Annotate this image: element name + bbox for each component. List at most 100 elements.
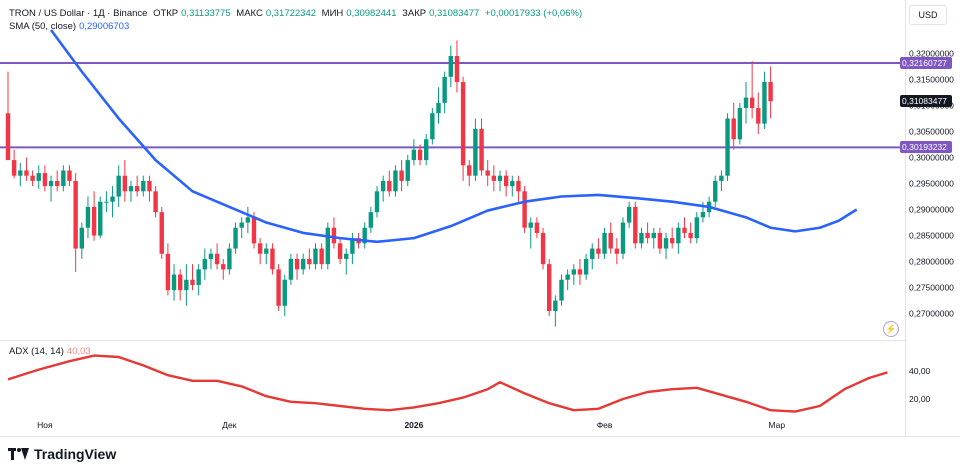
candle — [602, 227, 607, 259]
candle — [5, 71, 11, 161]
candle — [497, 170, 503, 192]
candle — [294, 253, 300, 280]
legend-sma[interactable]: SMA (50, close) 0,29006703 — [9, 21, 132, 32]
candle-body — [700, 212, 706, 218]
price-tick-label: 0,30500000 — [909, 126, 954, 136]
candle-body — [122, 175, 128, 192]
candle-body — [165, 253, 171, 291]
candle-body — [91, 206, 97, 236]
low-label: МИН — [321, 8, 344, 19]
candle — [768, 66, 773, 119]
candle — [190, 264, 195, 291]
close-value: 0,31083477 — [429, 8, 480, 19]
candle — [442, 71, 447, 114]
adx-tick-label: 40,00 — [909, 366, 931, 376]
candle-body — [553, 300, 558, 311]
time-tick-label: Фев — [597, 420, 613, 430]
candle — [73, 173, 78, 272]
lightning-icon[interactable]: ⚡ — [883, 321, 899, 337]
candle — [24, 157, 29, 181]
candle — [307, 248, 312, 270]
candle-body — [227, 248, 232, 270]
candle — [460, 76, 466, 181]
candle — [553, 295, 558, 327]
candle-body — [405, 160, 410, 181]
candle — [430, 108, 435, 145]
candle-body — [608, 232, 613, 249]
candle — [479, 118, 484, 176]
tradingview-logo-icon — [8, 448, 30, 460]
candle — [18, 162, 23, 187]
candle — [454, 40, 460, 93]
candle — [257, 238, 263, 265]
candles — [5, 40, 773, 327]
candle — [516, 175, 521, 202]
candle-body — [350, 238, 355, 254]
legend-adx[interactable]: ADX (14, 14) 40,03 — [9, 346, 94, 357]
candle — [547, 258, 552, 317]
candle — [731, 102, 736, 150]
candle — [325, 222, 330, 270]
price-tick-label: 0,30000000 — [909, 152, 954, 162]
candle — [749, 61, 755, 119]
price-tick-label: 0,29500000 — [909, 179, 954, 189]
symbol-title[interactable]: TRON / US Dollar · 1Д · Binance — [9, 8, 148, 19]
candle-body — [344, 253, 349, 259]
candle — [534, 217, 540, 239]
candle-body — [534, 222, 540, 233]
candle — [503, 170, 509, 197]
candle-body — [749, 97, 755, 109]
time-tick-label: Мар — [768, 420, 785, 430]
candle-body — [233, 227, 238, 249]
candle-body — [768, 82, 773, 102]
candle-body — [196, 269, 201, 285]
price-tick-label: 0,28000000 — [909, 257, 954, 267]
candle-body — [620, 222, 626, 254]
candle-body — [528, 222, 533, 228]
candle — [737, 102, 743, 145]
candle-body — [663, 238, 669, 249]
candle — [153, 186, 158, 218]
candle-body — [725, 118, 730, 176]
candle-body — [110, 196, 115, 202]
candle — [214, 243, 220, 270]
candle-body — [565, 274, 570, 280]
candle-body — [270, 248, 275, 270]
candle-body — [516, 180, 521, 192]
candle-body — [645, 232, 650, 239]
candle-body — [282, 279, 287, 306]
candle-body — [98, 201, 103, 236]
candle-body — [713, 180, 718, 202]
candle-body — [731, 118, 736, 140]
candle — [104, 191, 109, 213]
candle-body — [184, 279, 189, 291]
candle — [583, 253, 589, 280]
candle-body — [411, 149, 417, 161]
low-value: 0,30982441 — [346, 8, 397, 19]
candle — [98, 196, 103, 239]
candle-body — [387, 180, 392, 192]
candle — [565, 269, 570, 291]
candle-body — [48, 180, 54, 187]
candle-body — [639, 232, 644, 244]
candle-body — [301, 258, 306, 270]
candle — [42, 165, 48, 192]
candle — [233, 222, 238, 254]
candle — [91, 191, 97, 241]
candle-body — [571, 269, 576, 275]
tradingview-logo[interactable]: TradingView — [8, 446, 116, 462]
candle — [67, 165, 72, 187]
candle-body — [577, 269, 583, 275]
candle-body — [596, 248, 601, 254]
candle — [36, 165, 41, 189]
adx-tick-label: 20,00 — [909, 394, 931, 404]
candle-body — [368, 212, 374, 228]
candle-body — [331, 227, 337, 244]
legend-ohlc: TRON / US Dollar · 1Д · Binance ОТКР 0,31… — [9, 8, 585, 19]
currency-button[interactable]: USD — [909, 5, 947, 25]
candle — [344, 248, 349, 275]
candle-body — [245, 217, 251, 223]
price-tick-label: 0,31500000 — [909, 74, 954, 84]
candle-body — [11, 160, 17, 176]
